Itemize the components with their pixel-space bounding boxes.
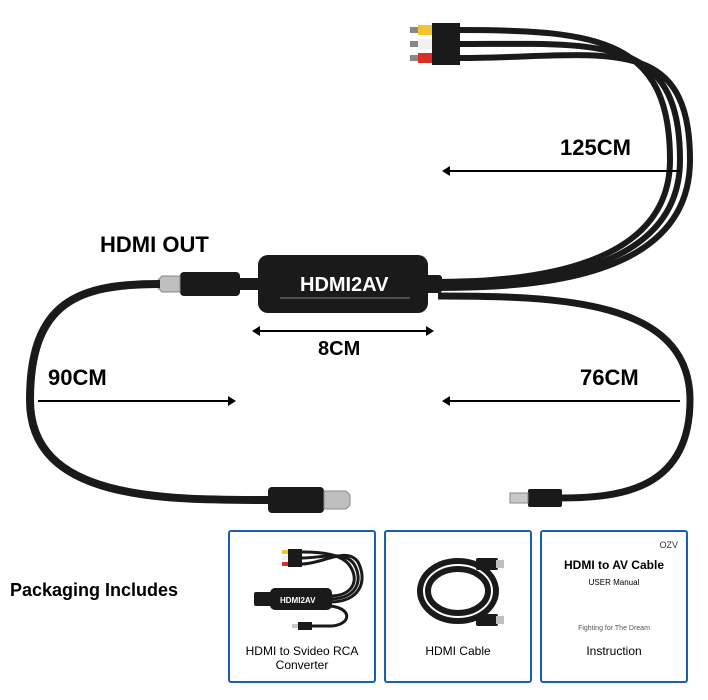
- packaging-title: Packaging Includes: [10, 580, 178, 601]
- dim-76-line: [450, 400, 680, 402]
- dim-90: 90CM: [48, 365, 107, 391]
- packaging-section: Packaging Includes HDMI2AV: [0, 530, 708, 690]
- dim-90-line: [38, 400, 228, 402]
- dim-76: 76CM: [580, 365, 639, 391]
- hdmi-out-label: HDMI OUT: [100, 232, 209, 258]
- instruction-footer: Fighting for The Dream: [578, 625, 650, 632]
- pkg-caption-3: Instruction: [542, 640, 686, 666]
- dim-125-line: [450, 170, 680, 172]
- packaging-boxes: HDMI2AV HDMI to Svideo RCA Converter: [228, 530, 688, 683]
- pkg-item-converter: HDMI2AV HDMI to Svideo RCA Converter: [228, 530, 376, 683]
- instruction-sub: USER Manual: [589, 578, 640, 587]
- pkg-caption-1: HDMI to Svideo RCA Converter: [230, 640, 374, 681]
- dim-125: 125CM: [560, 135, 631, 161]
- device-label: HDMI2AV: [300, 274, 389, 296]
- pkg-hdmi-cable-icon: [388, 536, 528, 636]
- instruction-title: HDMI to AV Cable: [564, 558, 664, 572]
- pkg-converter-icon: HDMI2AV: [232, 536, 372, 636]
- dim-8cm-line: [260, 330, 426, 332]
- product-diagram: HDMI2AV: [0, 0, 708, 540]
- svg-text:HDMI2AV: HDMI2AV: [280, 596, 316, 605]
- pkg-caption-2: HDMI Cable: [386, 640, 530, 666]
- pkg-item-instruction: OZV HDMI to AV Cable USER Manual Fightin…: [540, 530, 688, 683]
- dim-8cm: 8CM: [318, 338, 360, 361]
- pkg-item-hdmi-cable: HDMI Cable: [384, 530, 532, 683]
- instruction-brand: OZV: [550, 540, 678, 550]
